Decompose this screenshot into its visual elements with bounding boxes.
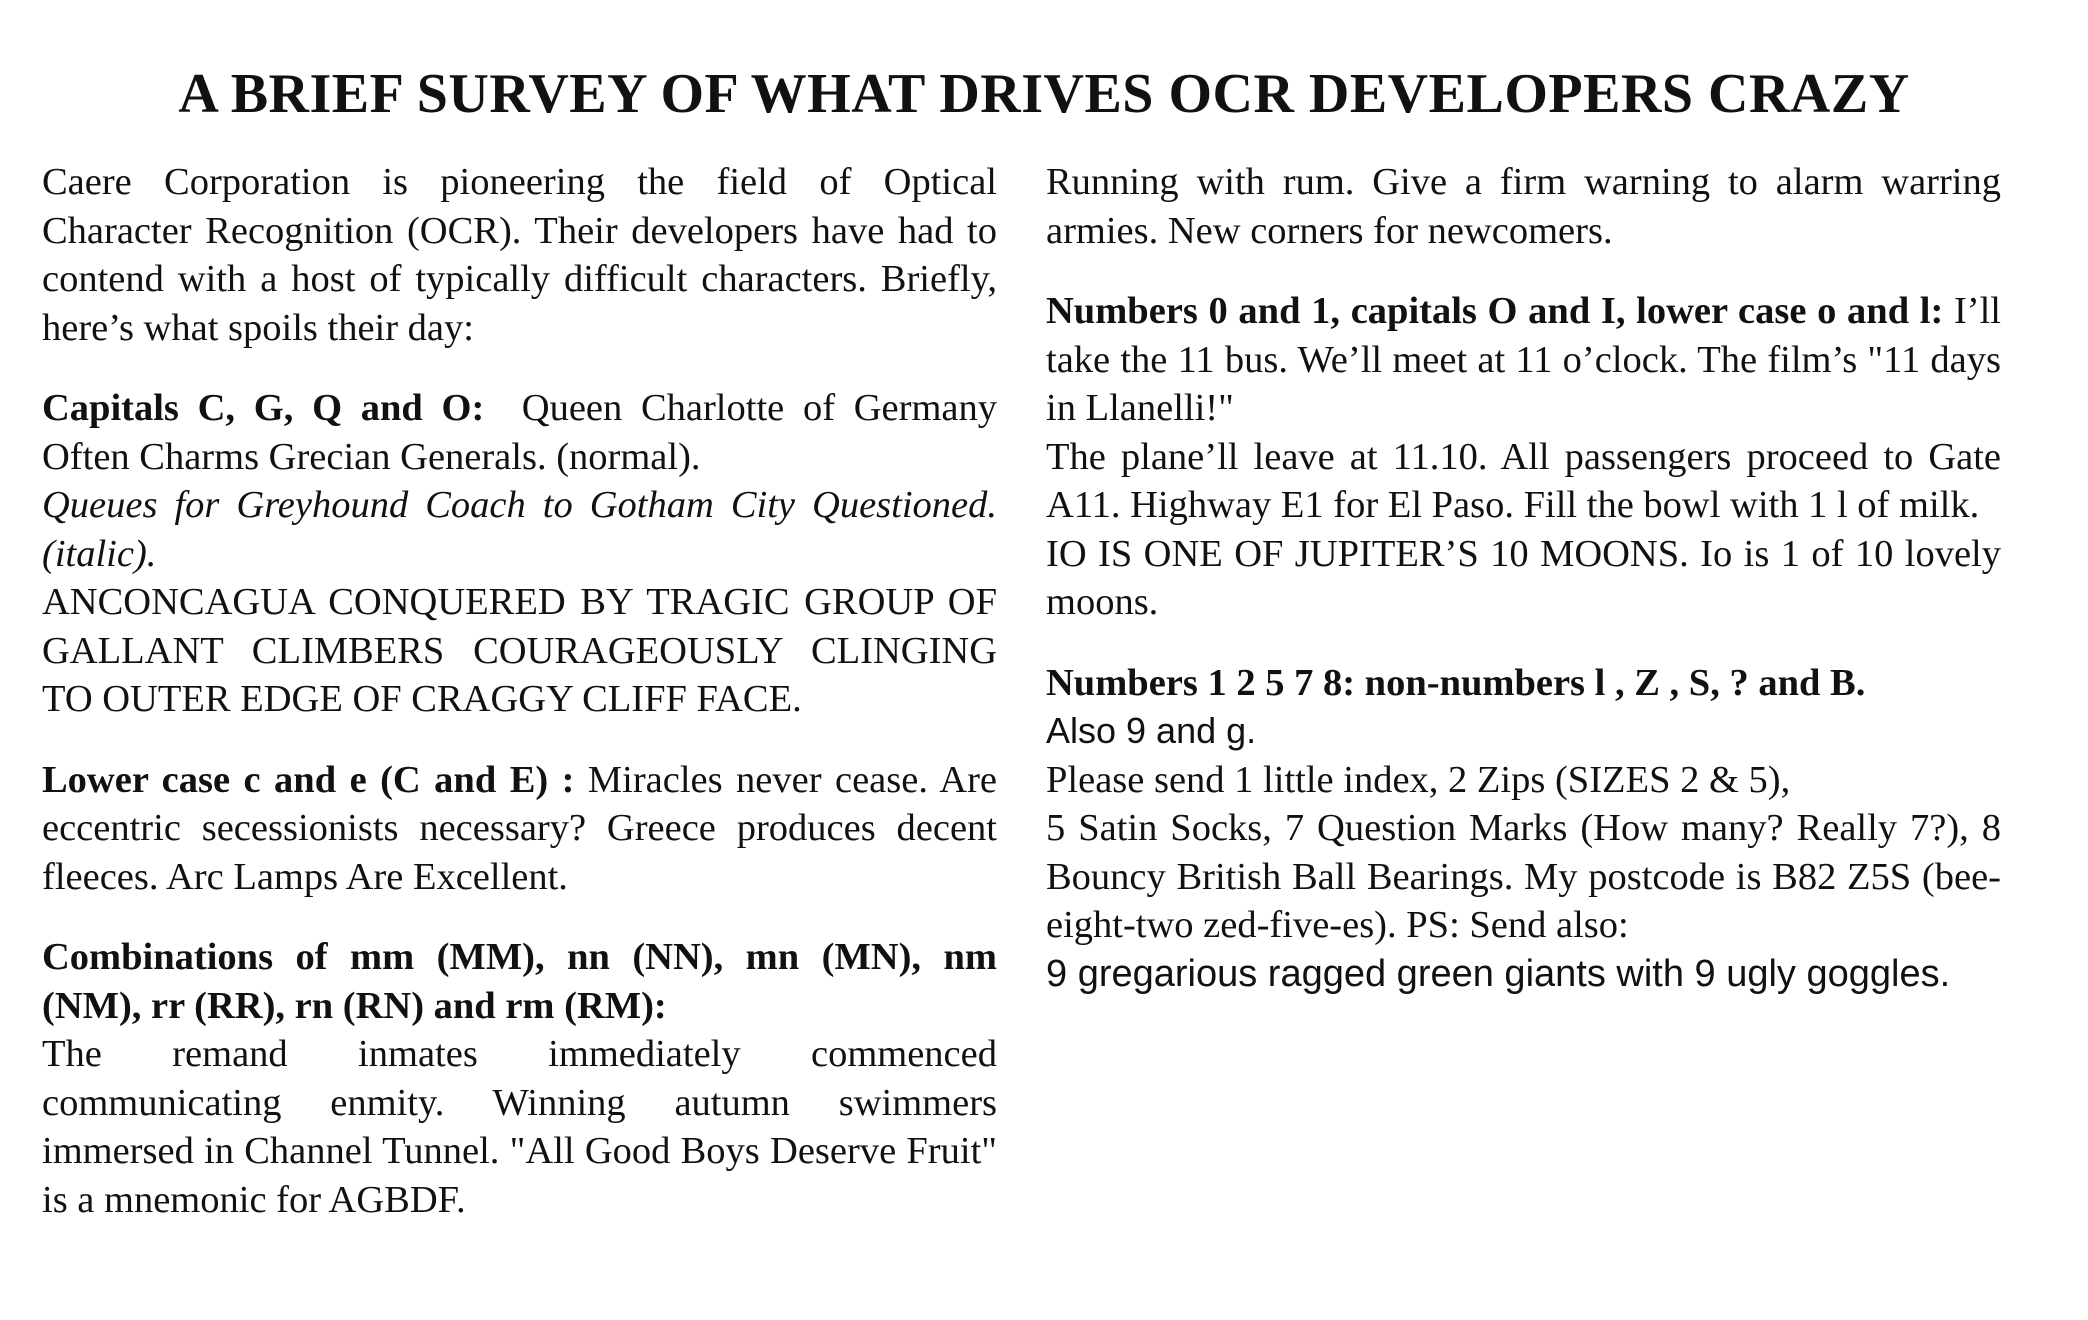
right-column: Running with rum. Give a firm warning to… xyxy=(1046,158,2001,998)
lowercase-text: Miracles never cease. Are eccentric sece… xyxy=(42,758,997,898)
numbers01-text-plane: The plane’ll leave at 11.10. All passeng… xyxy=(1046,435,2001,527)
capitals-heading: Capitals C, G, Q and O: xyxy=(42,387,485,429)
lowercase-paragraph: Lower case c and e (C and E) : Miracles … xyxy=(42,756,997,902)
rum-paragraph: Running with rum. Give a firm warning to… xyxy=(1046,161,2001,252)
numbers01-paragraph: Numbers 0 and 1, capitals O and I, lower… xyxy=(1046,287,2001,433)
combinations-text: The remand inmates immediately commenced… xyxy=(42,1033,997,1221)
numbers01-text-bus: I’ll take the 11 bus. We’ll meet at 11 o… xyxy=(1046,290,2001,429)
numbers12578-heading: Numbers 1 2 5 7 8: non-numbers l , Z , S… xyxy=(1046,661,1866,704)
numbers12578-line1: Please send 1 little index, 2 Zips (SIZE… xyxy=(1046,758,1791,801)
capitals-italic-text: Queues for Greyhound Coach to Gotham Cit… xyxy=(42,484,997,575)
numbers01-text-moons: IO IS ONE OF JUPITER’S 10 MOONS. Io is 1… xyxy=(1046,532,2001,624)
numbers12578-giants: 9 gregarious ragged green giants with 9 … xyxy=(1046,952,1951,995)
numbers01-heading: Numbers 0 and 1, capitals O and I, lower… xyxy=(1046,290,1944,332)
intro-paragraph: Caere Corporation is pioneering the fiel… xyxy=(42,161,997,349)
capitals-uppercase-text: ANCONCAGUA CONQUERED BY TRAGIC GROUP OF … xyxy=(42,581,997,720)
left-column: Caere Corporation is pioneering the fiel… xyxy=(42,158,997,1224)
capitals-paragraph: Capitals C, G, Q and O: Queen Charlotte … xyxy=(42,384,997,481)
page-title: A BRIEF SURVEY OF WHAT DRIVES OCR DEVELO… xyxy=(178,63,1910,125)
numbers12578-text: 5 Satin Socks, 7 Question Marks (How man… xyxy=(1046,807,2001,946)
capitals-normal-text: Queen Charlotte of Germany Often Charms … xyxy=(42,387,997,478)
lowercase-heading: Lower case c and e (C and E) : xyxy=(42,758,575,801)
combinations-heading: Combinations of mm (MM), nn (NN), mn (MN… xyxy=(42,936,997,1027)
numbers12578-also: Also 9 and g. xyxy=(1046,710,1257,751)
